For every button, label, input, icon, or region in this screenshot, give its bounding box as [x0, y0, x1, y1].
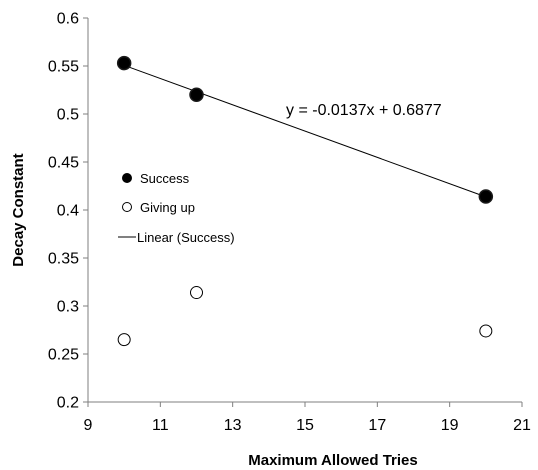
- x-ticks: 9 11 13 15 17 19 21: [84, 402, 531, 434]
- y-tick-label: 0.4: [57, 203, 79, 220]
- axes: 0.2 0.25 0.3 0.35 0.4 0.45 0.5 0.55 0.6 9 11 13 15 1…: [48, 11, 531, 435]
- point-giving-up: [190, 286, 203, 300]
- y-tick-label: 0.45: [48, 155, 79, 172]
- y-tick-label: 0.6: [57, 11, 79, 28]
- x-tick-label: 21: [513, 417, 531, 434]
- legend-marker-success: [122, 173, 132, 183]
- y-tick-label: 0.25: [48, 347, 79, 364]
- point-giving-up: [479, 324, 493, 338]
- y-ticks: 0.2 0.25 0.3 0.35 0.4 0.45 0.5 0.55 0.6: [48, 11, 88, 412]
- point-success: [116, 55, 132, 71]
- x-tick-label: 15: [296, 417, 314, 434]
- legend-label-giving-up: Giving up: [140, 200, 195, 215]
- legend-marker-giving-up: [122, 202, 132, 212]
- y-tick-label: 0.55: [48, 59, 79, 76]
- trendline-linear-success: [123, 64, 487, 198]
- x-tick-label: 17: [368, 417, 386, 434]
- x-tick-label: 19: [441, 417, 459, 434]
- point-success: [478, 189, 494, 204]
- legend-label-linear: Linear (Success): [137, 230, 235, 245]
- y-axis-title: Decay Constant: [10, 153, 27, 266]
- point-success: [189, 87, 204, 103]
- y-tick-label: 0.3: [57, 299, 79, 316]
- point-giving-up: [117, 333, 131, 347]
- x-tick-label: 9: [84, 417, 93, 434]
- legend: Success Giving up Linear (Success): [118, 171, 235, 245]
- x-axis-title: Maximum Allowed Tries: [248, 452, 418, 469]
- trendline-equation: y = -0.0137x + 0.6877: [286, 102, 442, 119]
- trendline-group: [123, 64, 487, 198]
- y-tick-label: 0.35: [48, 251, 79, 268]
- data-points: [116, 55, 494, 347]
- y-tick-label: 0.2: [57, 395, 79, 412]
- legend-label-success: Success: [140, 171, 190, 186]
- x-tick-label: 13: [224, 417, 242, 434]
- x-tick-label: 11: [152, 417, 169, 434]
- y-tick-label: 0.5: [57, 107, 79, 124]
